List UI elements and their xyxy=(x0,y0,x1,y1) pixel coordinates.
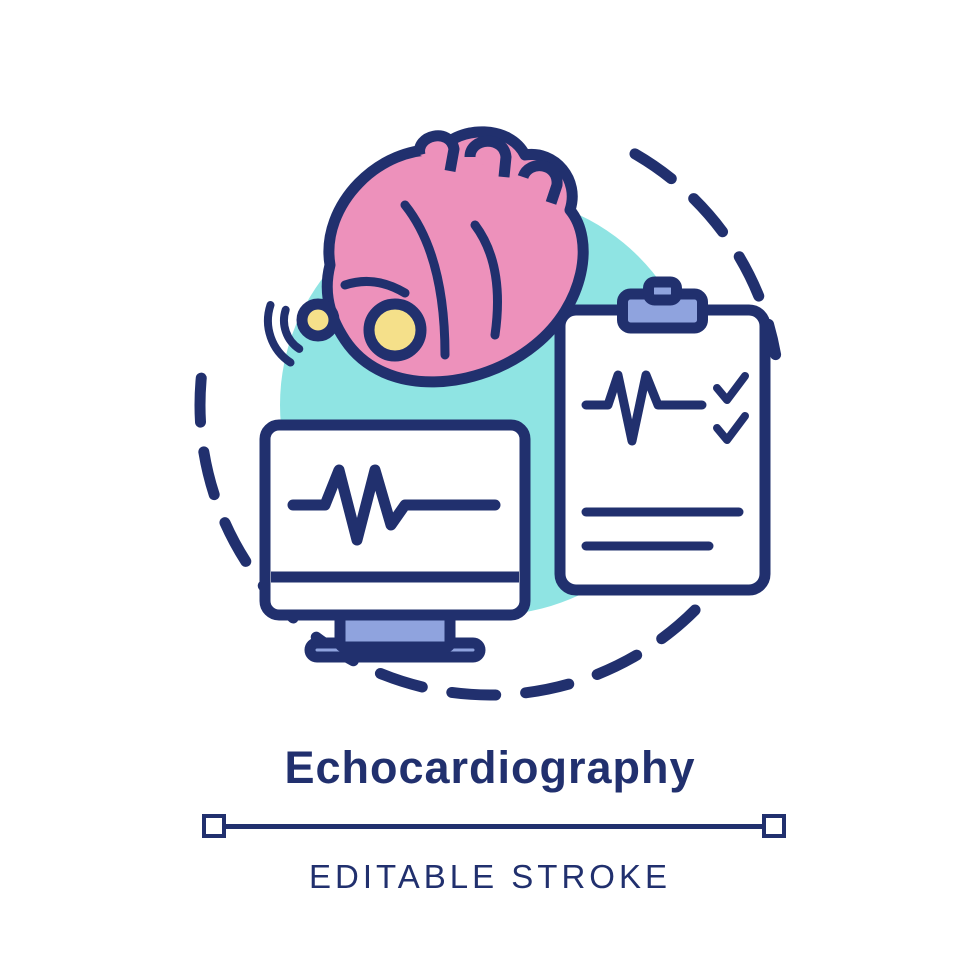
echocardiography-icon xyxy=(0,0,980,720)
infographic-title: Echocardiography xyxy=(0,742,980,794)
divider-endcap-left xyxy=(202,814,226,838)
divider-endcap-right xyxy=(762,814,786,838)
divider xyxy=(210,818,770,834)
divider-line xyxy=(210,824,770,829)
infographic-canvas: Echocardiography EDITABLE STROKE xyxy=(0,0,980,980)
infographic-subtitle: EDITABLE STROKE xyxy=(0,858,980,896)
